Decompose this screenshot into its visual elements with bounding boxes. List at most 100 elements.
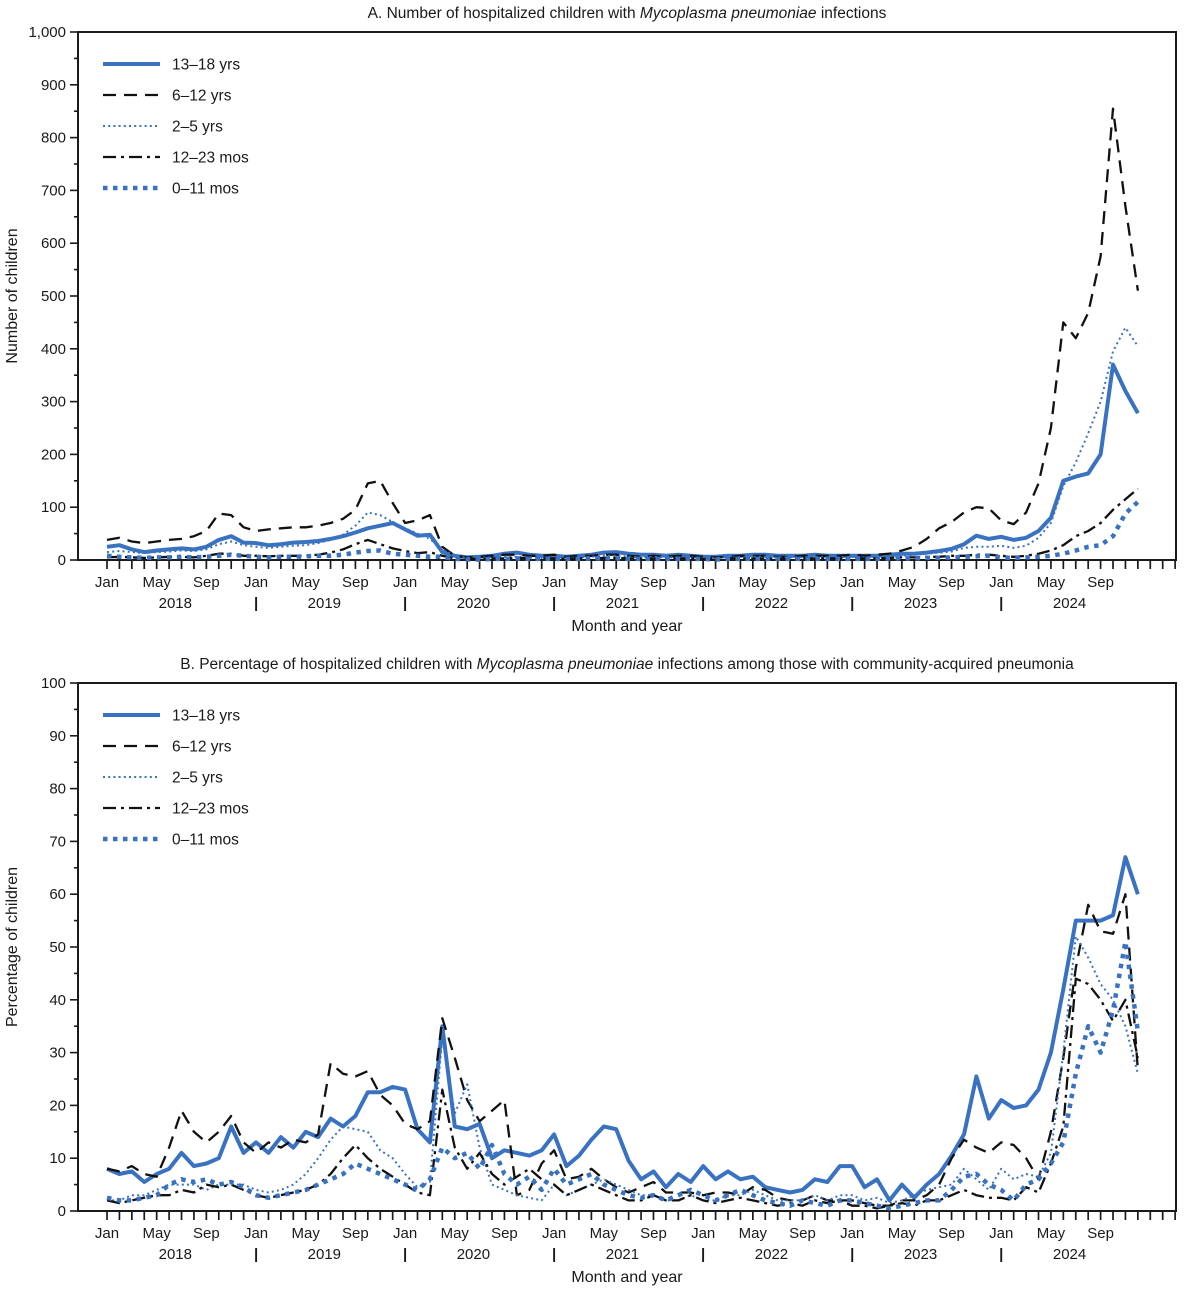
- year-separator: |: [850, 1246, 854, 1263]
- legend-label: 0–11 mos: [172, 181, 239, 198]
- x-tick-label: Jan: [393, 574, 417, 591]
- series-6-12-yrs-line: [106, 893, 1140, 1207]
- y-tick-label: 700: [41, 182, 66, 199]
- x-tick-label: Sep: [491, 574, 518, 591]
- x-tick-label: Sep: [640, 1225, 667, 1242]
- x-tick-label: Jan: [840, 574, 864, 591]
- y-tick-label: 500: [41, 288, 66, 305]
- x-tick-label: Jan: [989, 1225, 1013, 1242]
- x-tick-label: May: [1037, 574, 1066, 591]
- plot-border: [77, 682, 1177, 1212]
- year-separator: |: [403, 1246, 407, 1263]
- year-label: 2018: [159, 1246, 192, 1263]
- x-axis-title: Month and year: [571, 1269, 683, 1286]
- x-tick-label: Jan: [691, 1225, 715, 1242]
- x-tick-label: May: [292, 574, 321, 591]
- x-tick-label: Sep: [938, 1225, 965, 1242]
- x-tick-label: May: [1037, 1225, 1066, 1242]
- year-label: 2024: [1053, 595, 1086, 612]
- x-tick-label: May: [441, 1225, 470, 1242]
- legend-label: 12–23 mos: [172, 801, 249, 818]
- y-tick-label: 100: [41, 499, 66, 516]
- y-tick-label: 400: [41, 341, 66, 358]
- legend-label: 0–11 mos: [172, 832, 239, 849]
- series-13-18-yrs-line: [106, 855, 1140, 1203]
- year-separator: |: [999, 1246, 1003, 1263]
- y-axis: 0 10 20 30 40 50 60 70 80 90 100: [41, 675, 78, 1220]
- x-tick-label: Sep: [1087, 1225, 1114, 1242]
- legend-label: 2–5 yrs: [172, 119, 223, 136]
- legend-label: 13–18 yrs: [172, 708, 240, 725]
- x-tick-label: Sep: [789, 1225, 816, 1242]
- y-tick-label: 80: [49, 781, 66, 798]
- x-tick-label: Jan: [542, 574, 566, 591]
- x-tick-label: May: [888, 1225, 917, 1242]
- y-tick-label: 90: [49, 728, 66, 745]
- legend-label: 6–12 yrs: [172, 739, 232, 756]
- x-tick-label: Sep: [640, 574, 667, 591]
- y-tick-label: 20: [49, 1097, 66, 1114]
- year-separator: |: [254, 1246, 258, 1263]
- year-label: 2023: [904, 1246, 937, 1263]
- legend: 13–18 yrs 6–12 yrs 2–5 yrs 12–23 mos 0–11 mo…: [103, 57, 249, 198]
- x-tick-label: Sep: [193, 1225, 220, 1242]
- year-separator: |: [254, 595, 258, 612]
- y-tick-label: 300: [41, 394, 66, 411]
- y-tick-label: 40: [49, 992, 66, 1009]
- series-0-11-mos-line: [106, 500, 1140, 562]
- year-label: 2022: [755, 595, 788, 612]
- year-separator: |: [701, 1246, 705, 1263]
- y-tick-label: 30: [49, 1045, 66, 1062]
- x-tick-label: May: [739, 574, 768, 591]
- x-tick-label: May: [143, 574, 172, 591]
- x-tick-label: Sep: [789, 574, 816, 591]
- series-2-5-yrs-line: [107, 935, 1139, 1205]
- y-tick-label: 50: [49, 939, 66, 956]
- series-12-23-mos-line: [106, 977, 1140, 1210]
- x-tick-label: Jan: [542, 1225, 566, 1242]
- y-tick-label: 70: [49, 833, 66, 850]
- x-tick-label: Jan: [244, 574, 268, 591]
- y-tick-label: 60: [49, 886, 66, 903]
- year-separator: |: [701, 595, 705, 612]
- year-label: 2019: [308, 1246, 341, 1263]
- year-separator: |: [850, 595, 854, 612]
- x-tick-label: Jan: [840, 1225, 864, 1242]
- year-label: 2022: [755, 1246, 788, 1263]
- x-axis-title: Month and year: [571, 618, 683, 635]
- series-12-23-mos-line: [106, 487, 1139, 561]
- x-tick-label: May: [292, 1225, 321, 1242]
- x-tick-label: Jan: [691, 574, 715, 591]
- x-tick-label: May: [143, 1225, 172, 1242]
- panel-b-chart: B. Percentage of hospitalized children w…: [4, 656, 1177, 1286]
- x-tick-label: Sep: [193, 574, 220, 591]
- y-tick-label: 1,000: [28, 24, 66, 41]
- year-label: 2020: [457, 595, 490, 612]
- x-tick-label: Sep: [1087, 574, 1114, 591]
- year-label: 2020: [457, 1246, 490, 1263]
- legend-label: 12–23 mos: [172, 150, 249, 167]
- legend-label: 13–18 yrs: [172, 57, 240, 74]
- x-tick-label: May: [888, 574, 917, 591]
- x-tick-label: May: [590, 574, 619, 591]
- x-tick-label: Sep: [342, 1225, 369, 1242]
- y-axis-title: Percentage of children: [4, 867, 21, 1027]
- legend: 13–18 yrs 6–12 yrs 2–5 yrs 12–23 mos 0–11 mo…: [103, 708, 249, 849]
- y-axis-title: Number of children: [4, 228, 21, 363]
- y-tick-label: 900: [41, 77, 66, 94]
- legend-label: 6–12 yrs: [172, 88, 232, 105]
- year-separator: |: [552, 595, 556, 612]
- y-tick-label: 800: [41, 130, 66, 147]
- series-0-11-mos-line: [106, 939, 1141, 1211]
- x-tick-label: May: [739, 1225, 768, 1242]
- year-separator: |: [403, 595, 407, 612]
- year-separator: |: [552, 1246, 556, 1263]
- series-2-5-yrs-line: [106, 326, 1139, 559]
- year-label: 2019: [308, 595, 341, 612]
- plot-border: [77, 31, 1177, 561]
- year-label: 2024: [1053, 1246, 1086, 1263]
- x-tick-label: Sep: [342, 574, 369, 591]
